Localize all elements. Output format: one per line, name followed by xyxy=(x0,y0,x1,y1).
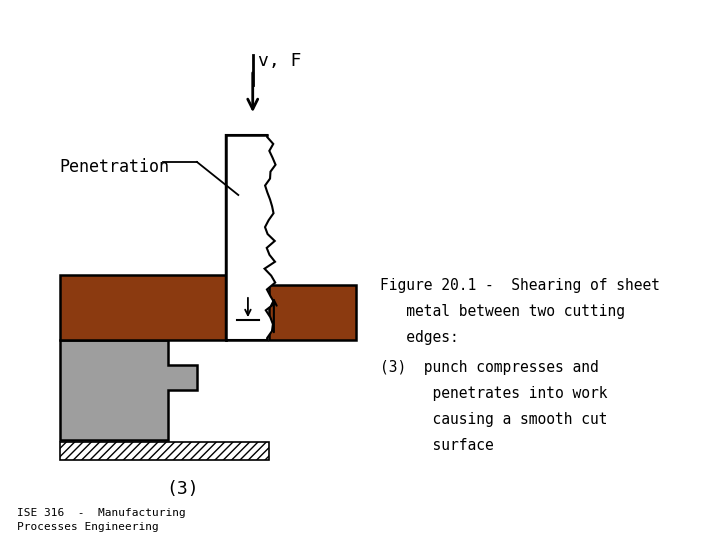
Polygon shape xyxy=(60,275,226,340)
Text: (3): (3) xyxy=(166,480,199,498)
Text: surface: surface xyxy=(379,438,493,453)
Text: Figure 20.1 -  Shearing of sheet: Figure 20.1 - Shearing of sheet xyxy=(379,278,660,293)
Text: causing a smooth cut: causing a smooth cut xyxy=(379,412,607,427)
Bar xyxy=(60,442,269,460)
Text: ISE 316  -  Manufacturing
Processes Engineering: ISE 316 - Manufacturing Processes Engine… xyxy=(17,508,186,532)
Polygon shape xyxy=(226,135,276,340)
Text: penetrates into work: penetrates into work xyxy=(379,386,607,401)
Text: v, F: v, F xyxy=(258,52,301,70)
Polygon shape xyxy=(269,285,356,340)
Text: metal between two cutting: metal between two cutting xyxy=(379,304,624,319)
Polygon shape xyxy=(60,340,197,440)
Text: edges:: edges: xyxy=(379,330,459,345)
Text: (3)  punch compresses and: (3) punch compresses and xyxy=(379,360,598,375)
Text: Penetration: Penetration xyxy=(60,158,170,176)
